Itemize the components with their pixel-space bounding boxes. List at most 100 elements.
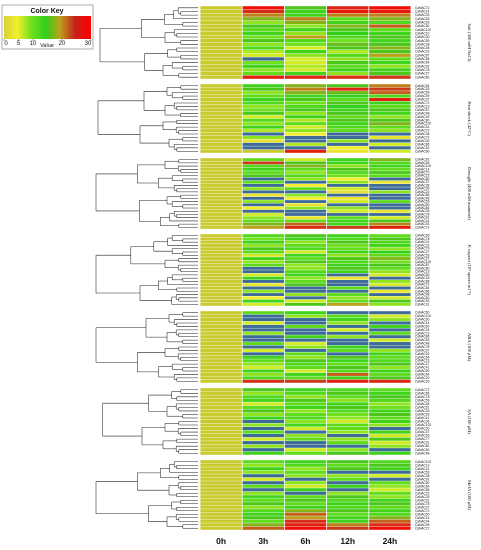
row-label: CaNAC59 — [415, 91, 430, 95]
heatmap-cell — [284, 184, 327, 187]
heatmap-cell — [284, 115, 327, 119]
heatmap-cell — [369, 474, 411, 478]
color-key-tick-label: 5 — [17, 41, 21, 47]
heatmap-cell — [242, 101, 284, 105]
heatmap-cell — [284, 64, 327, 68]
heatmap-cell — [284, 177, 327, 181]
heatmap-cell — [284, 286, 327, 290]
heatmap-cell — [242, 39, 284, 43]
heatmap-cell — [327, 474, 369, 478]
row-label: CaNAC50 — [415, 369, 430, 373]
heatmap-cell — [200, 87, 242, 91]
heatmap-cell — [200, 135, 242, 139]
heatmap-cell — [369, 423, 411, 427]
heatmap-cell — [327, 302, 369, 306]
color-key-tick-label: 10 — [30, 41, 37, 47]
heatmap-cell — [242, 171, 284, 174]
heatmap-cell — [327, 318, 369, 322]
heatmap-cell — [327, 509, 369, 513]
heatmap-cell — [242, 516, 284, 520]
heatmap-cell — [200, 115, 242, 119]
heatmap-cell — [284, 209, 327, 213]
heatmap-cell — [242, 441, 284, 445]
row-label: CaNAC13 — [415, 359, 430, 363]
heatmap-cell — [200, 270, 242, 274]
heatmap-cell — [242, 286, 284, 290]
heatmap-cell — [369, 68, 411, 72]
heatmap-cell — [369, 491, 411, 495]
row-label: CaNAC14 — [415, 321, 430, 325]
row-label: CaNAC54 — [415, 286, 430, 290]
heatmap-cell — [200, 190, 242, 194]
heatmap-cell — [369, 416, 411, 420]
heatmap-cell — [242, 174, 284, 178]
heatmap-cell — [369, 244, 411, 247]
heatmap-cell — [200, 84, 242, 88]
row-label: CaNAC78 — [415, 502, 430, 506]
heatmap-cell — [242, 158, 284, 162]
heatmap-cell — [200, 283, 242, 287]
row-label: CaNAC54 — [415, 355, 430, 359]
row-label: CaNAC87 — [415, 53, 430, 57]
heatmap-cell — [284, 135, 327, 139]
row-label: CaNAC87 — [415, 108, 430, 112]
heatmap-cell — [242, 448, 284, 452]
heatmap-cell — [369, 200, 411, 203]
heatmap-cell — [200, 234, 242, 238]
heatmap-cell — [200, 302, 242, 306]
row-label: CaNAC24 — [415, 328, 430, 332]
heatmap-cell — [200, 405, 242, 409]
heatmap-cell — [200, 94, 242, 98]
row-label: CaNAC37 — [415, 180, 430, 184]
heatmap-cell — [327, 122, 369, 126]
heatmap-cell — [242, 209, 284, 213]
heatmap-cell — [369, 234, 411, 238]
heatmap-cell — [200, 206, 242, 210]
heatmap-cell — [369, 470, 411, 474]
heatmap-cell — [369, 502, 411, 506]
heatmap-cell — [284, 247, 327, 251]
heatmap-cell — [284, 213, 327, 216]
heatmap-cell — [242, 98, 284, 102]
heatmap-cell — [242, 481, 284, 485]
heatmap-cell — [327, 460, 369, 464]
heatmap-cell — [327, 395, 369, 399]
row-label: CaNAC86 — [415, 391, 430, 395]
heatmap-cell — [327, 42, 369, 46]
row-label: CaNAC13 — [415, 463, 430, 467]
row-label: CaNAC78 — [415, 68, 430, 72]
heatmap-cell — [327, 481, 369, 485]
heatmap-cell — [242, 146, 284, 150]
heatmap-cell — [327, 502, 369, 506]
heatmap-cell — [200, 164, 242, 168]
row-label: CaNAC37 — [415, 348, 430, 352]
heatmap-cell — [327, 180, 369, 184]
heatmap-cell — [327, 35, 369, 39]
heatmap-cell — [327, 87, 369, 91]
heatmap-cell — [200, 324, 242, 328]
heatmap-cell — [369, 177, 411, 181]
row-label: CaNAC48 — [415, 342, 430, 346]
treatment-labels: Salt (300 mM NaCl) Heat shock (42°C) Droug… — [467, 24, 472, 511]
heatmap-cell — [284, 502, 327, 506]
heatmap-cell — [200, 481, 242, 485]
heatmap-cell — [284, 104, 327, 108]
row-label: CaNAC54 — [415, 84, 430, 88]
heatmap-cell — [242, 388, 284, 392]
heatmap-cell — [200, 299, 242, 303]
heatmap-cell — [200, 171, 242, 174]
heatmap-cell — [327, 299, 369, 303]
row-label: CaNAC92 — [415, 158, 430, 162]
heatmap-cell — [369, 84, 411, 88]
row-label: CaNAC102 — [415, 164, 431, 168]
heatmap-cell — [284, 190, 327, 194]
heatmap-cell — [327, 60, 369, 65]
heatmap-cell — [369, 35, 411, 39]
heatmap-cell — [242, 180, 284, 184]
heatmap-cell — [369, 253, 411, 257]
heatmap-cell — [200, 311, 242, 315]
heatmap-cell — [200, 505, 242, 509]
row-label: CaNAC102 — [415, 122, 431, 126]
heatmap-cell — [242, 512, 284, 516]
heatmap-cell — [200, 60, 242, 65]
